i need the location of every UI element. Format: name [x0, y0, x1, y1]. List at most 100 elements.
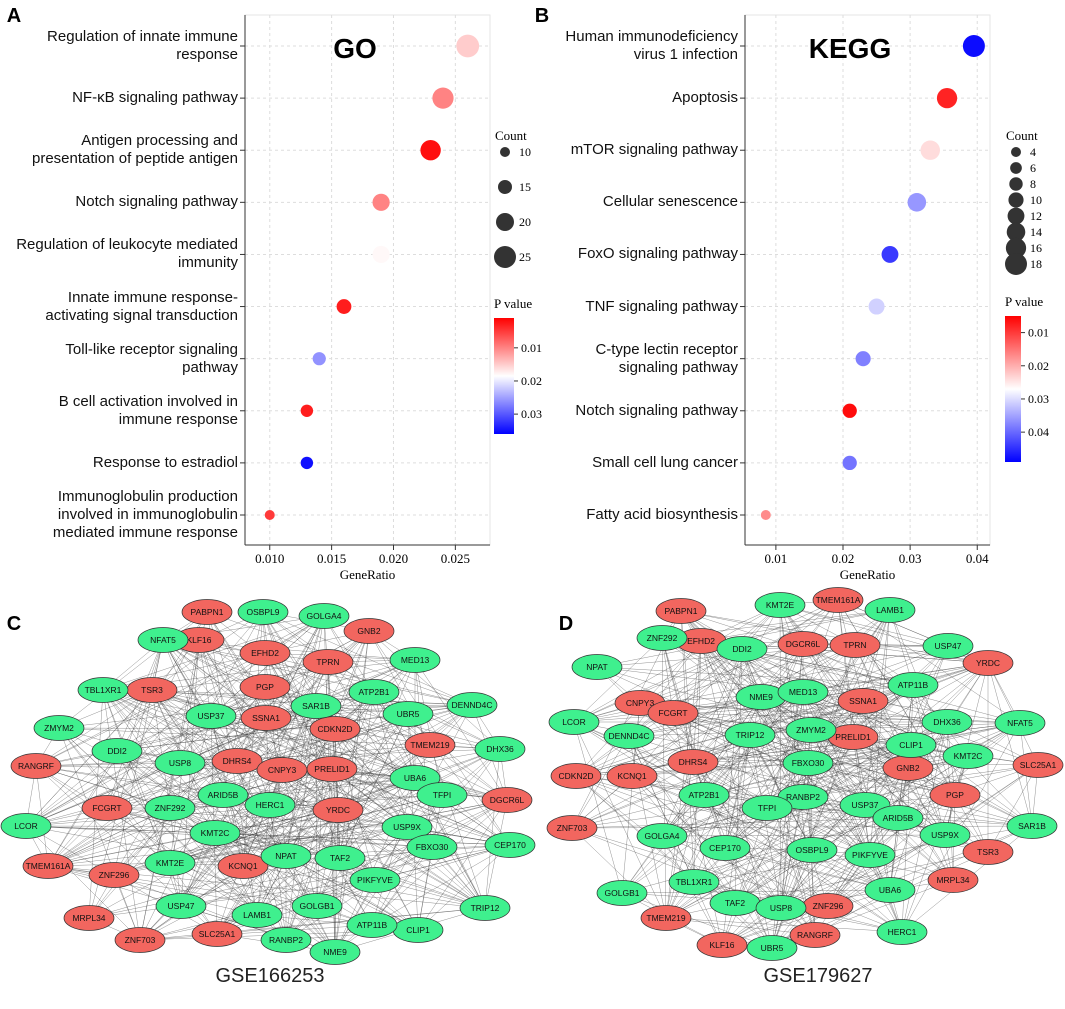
colorbar-tick-label: 0.02	[1028, 359, 1049, 373]
edge	[25, 762, 181, 827]
edge	[106, 686, 266, 809]
dot	[855, 351, 871, 367]
network-title: GSE166253	[216, 965, 325, 987]
size-legend-dot	[1005, 253, 1027, 275]
size-legend-dot	[1009, 177, 1023, 191]
node	[0, 813, 52, 839]
node-label: UBR5	[397, 709, 420, 719]
node-label: LCOR	[562, 717, 586, 727]
node-label: SSNA1	[252, 713, 280, 723]
edge	[734, 762, 809, 904]
node-label: DHX36	[933, 717, 961, 727]
category-label: Innate immune response- activating signa…	[45, 288, 238, 324]
node-label: TFPI	[433, 790, 451, 800]
node-label: NME9	[749, 692, 773, 702]
node-label: DHX36	[486, 744, 514, 754]
node-label: CDKN2D	[559, 771, 594, 781]
edge	[47, 611, 264, 867]
node-label: ZNF292	[647, 633, 678, 643]
edge	[169, 777, 416, 864]
edge	[639, 643, 804, 704]
edge	[47, 832, 216, 867]
node	[404, 732, 456, 758]
edge	[780, 736, 854, 909]
node-label: PABPN1	[665, 606, 698, 616]
node	[1012, 752, 1064, 778]
edge	[665, 807, 768, 919]
node-label: EFHD2	[251, 648, 279, 658]
node-label: TAF2	[725, 898, 745, 908]
edge	[25, 750, 118, 827]
edge	[575, 645, 949, 777]
edge	[285, 705, 317, 941]
edge	[35, 652, 266, 767]
edge	[162, 639, 443, 796]
node	[550, 763, 602, 789]
node	[446, 692, 498, 718]
x-axis-label: GeneRatio	[840, 567, 896, 582]
edge	[417, 799, 508, 931]
edge	[575, 775, 773, 949]
node-label: KMT2C	[954, 751, 983, 761]
node	[812, 587, 864, 613]
node-label: CDKN2D	[318, 724, 353, 734]
edge	[780, 817, 899, 909]
dot	[760, 510, 771, 520]
node-label: UBA6	[879, 885, 901, 895]
node	[144, 795, 196, 821]
dot	[372, 245, 390, 264]
size-legend-title: Count	[495, 128, 527, 143]
dot	[842, 455, 857, 471]
node-label: ZMYM2	[796, 725, 826, 735]
node	[416, 782, 468, 808]
size-legend-label: 10	[1030, 193, 1042, 207]
dot	[432, 87, 454, 109]
node	[655, 598, 707, 624]
edge	[760, 696, 871, 856]
edge	[179, 728, 336, 764]
node-label: TMEM219	[646, 913, 685, 923]
node-label: FCGRT	[92, 803, 121, 813]
node	[864, 877, 916, 903]
edge	[802, 645, 949, 798]
node-label: USP37	[852, 800, 879, 810]
node-label: UBA6	[404, 773, 426, 783]
node	[211, 748, 263, 774]
edge	[374, 748, 501, 881]
node-label: PGP	[256, 682, 274, 692]
node-label: DDI2	[732, 644, 752, 654]
node	[942, 743, 994, 769]
edge	[573, 604, 781, 723]
dot	[300, 456, 314, 470]
plot-area	[244, 14, 491, 546]
edge	[88, 846, 433, 919]
node	[343, 618, 395, 644]
edge	[339, 857, 486, 909]
node	[921, 709, 973, 735]
node-label: DENND4C	[608, 731, 649, 741]
edge	[724, 734, 751, 849]
edge	[151, 689, 224, 796]
node-label: DENND4C	[451, 700, 492, 710]
node-label: EFHD2	[687, 636, 715, 646]
node-label: ZNF292	[155, 803, 186, 813]
edge	[571, 734, 751, 829]
node	[922, 633, 974, 659]
node	[185, 703, 237, 729]
node	[837, 688, 889, 714]
node-label: ZNF296	[813, 901, 844, 911]
edge	[214, 832, 511, 846]
size-legend-label: 20	[519, 215, 531, 229]
node-label: MED13	[789, 687, 818, 697]
node	[864, 597, 916, 623]
node-label: KLF16	[709, 940, 734, 950]
dot	[920, 140, 940, 160]
edge	[47, 807, 171, 867]
node-label: USP37	[198, 711, 225, 721]
node	[571, 654, 623, 680]
node-label: TFPI	[758, 803, 776, 813]
node	[10, 753, 62, 779]
annotation: GO	[333, 33, 377, 64]
node-label: FBXO30	[792, 758, 825, 768]
